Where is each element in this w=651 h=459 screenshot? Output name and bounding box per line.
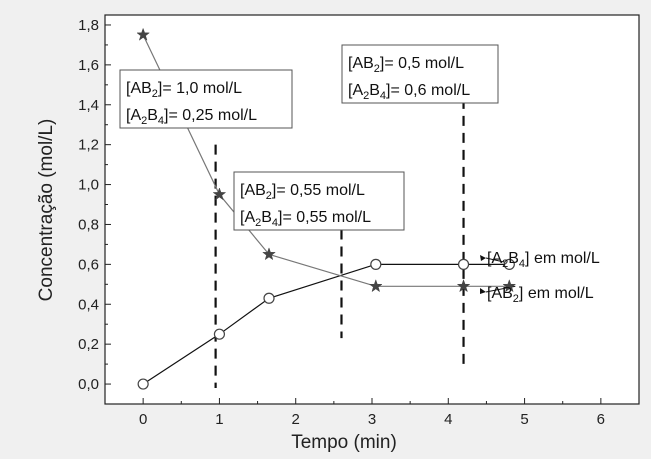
annotation-box-2: [AB2]= 0,55 mol/L [A2B4]= 0,55 mol/L <box>233 171 405 231</box>
y-tick-label: 0,4 <box>78 296 99 313</box>
data-point-ab2 <box>262 247 276 261</box>
data-point-a2b4 <box>503 258 515 270</box>
y-tick-label: 0,2 <box>78 336 99 353</box>
data-point-ab2 <box>368 279 383 293</box>
x-tick-label: 3 <box>368 411 376 428</box>
x-tick-label: 4 <box>444 411 452 428</box>
y-tick-label: 1,4 <box>78 97 99 114</box>
data-point-a2b4 <box>263 292 275 304</box>
y-axis-title: Concentração (mol/L) <box>36 119 57 302</box>
y-tick-label: 1,8 <box>78 17 99 34</box>
svg-text:[A2B4]= 0,55 mol/L: [A2B4]= 0,55 mol/L <box>240 209 371 229</box>
label-arrowhead-a2b4 <box>480 255 486 261</box>
x-tick-label: 0 <box>139 411 147 428</box>
x-tick-label: 5 <box>520 411 528 428</box>
y-tick-label: 1,6 <box>78 57 99 74</box>
x-axis-title: Tempo (min) <box>291 432 397 453</box>
series-line <box>142 263 510 385</box>
data-point-a2b4 <box>137 378 149 390</box>
y-tick-label: 1,0 <box>78 177 99 194</box>
data-point-ab2 <box>456 279 471 293</box>
series-label-a2b4: [A2B4] em mol/L <box>487 250 600 270</box>
svg-text:[A2B4]= 0,6 mol/L: [A2B4]= 0,6 mol/L <box>348 82 470 102</box>
x-tick-label: 6 <box>597 411 605 428</box>
label-arrowhead-ab2 <box>480 288 486 294</box>
data-point-a2b4 <box>370 258 382 270</box>
y-tick-label: 0,0 <box>78 376 99 393</box>
y-tick-label: 0,6 <box>78 256 99 273</box>
annotation-box-3: [AB2]= 0,5 mol/L [A2B4]= 0,6 mol/L <box>341 44 499 104</box>
y-tick-label: 0,8 <box>78 216 99 233</box>
svg-text:[AB2]= 0,55 mol/L: [AB2]= 0,55 mol/L <box>240 182 365 202</box>
data-point-a2b4 <box>213 328 226 340</box>
data-point-ab2 <box>502 279 517 293</box>
x-tick-label: 2 <box>292 411 300 428</box>
data-point-ab2 <box>136 27 151 41</box>
data-point-ab2 <box>212 187 227 201</box>
svg-text:[A2B4] em mol/L: [A2B4] em mol/L <box>487 250 600 270</box>
data-point-a2b4 <box>457 258 470 270</box>
x-tick-label: 1 <box>215 411 223 428</box>
series-line <box>142 34 510 287</box>
annotation-box-1: [AB2]= 1,0 mol/L [A2B4]= 0,25 mol/L <box>119 69 293 129</box>
y-tick-label: 1,2 <box>78 137 99 154</box>
